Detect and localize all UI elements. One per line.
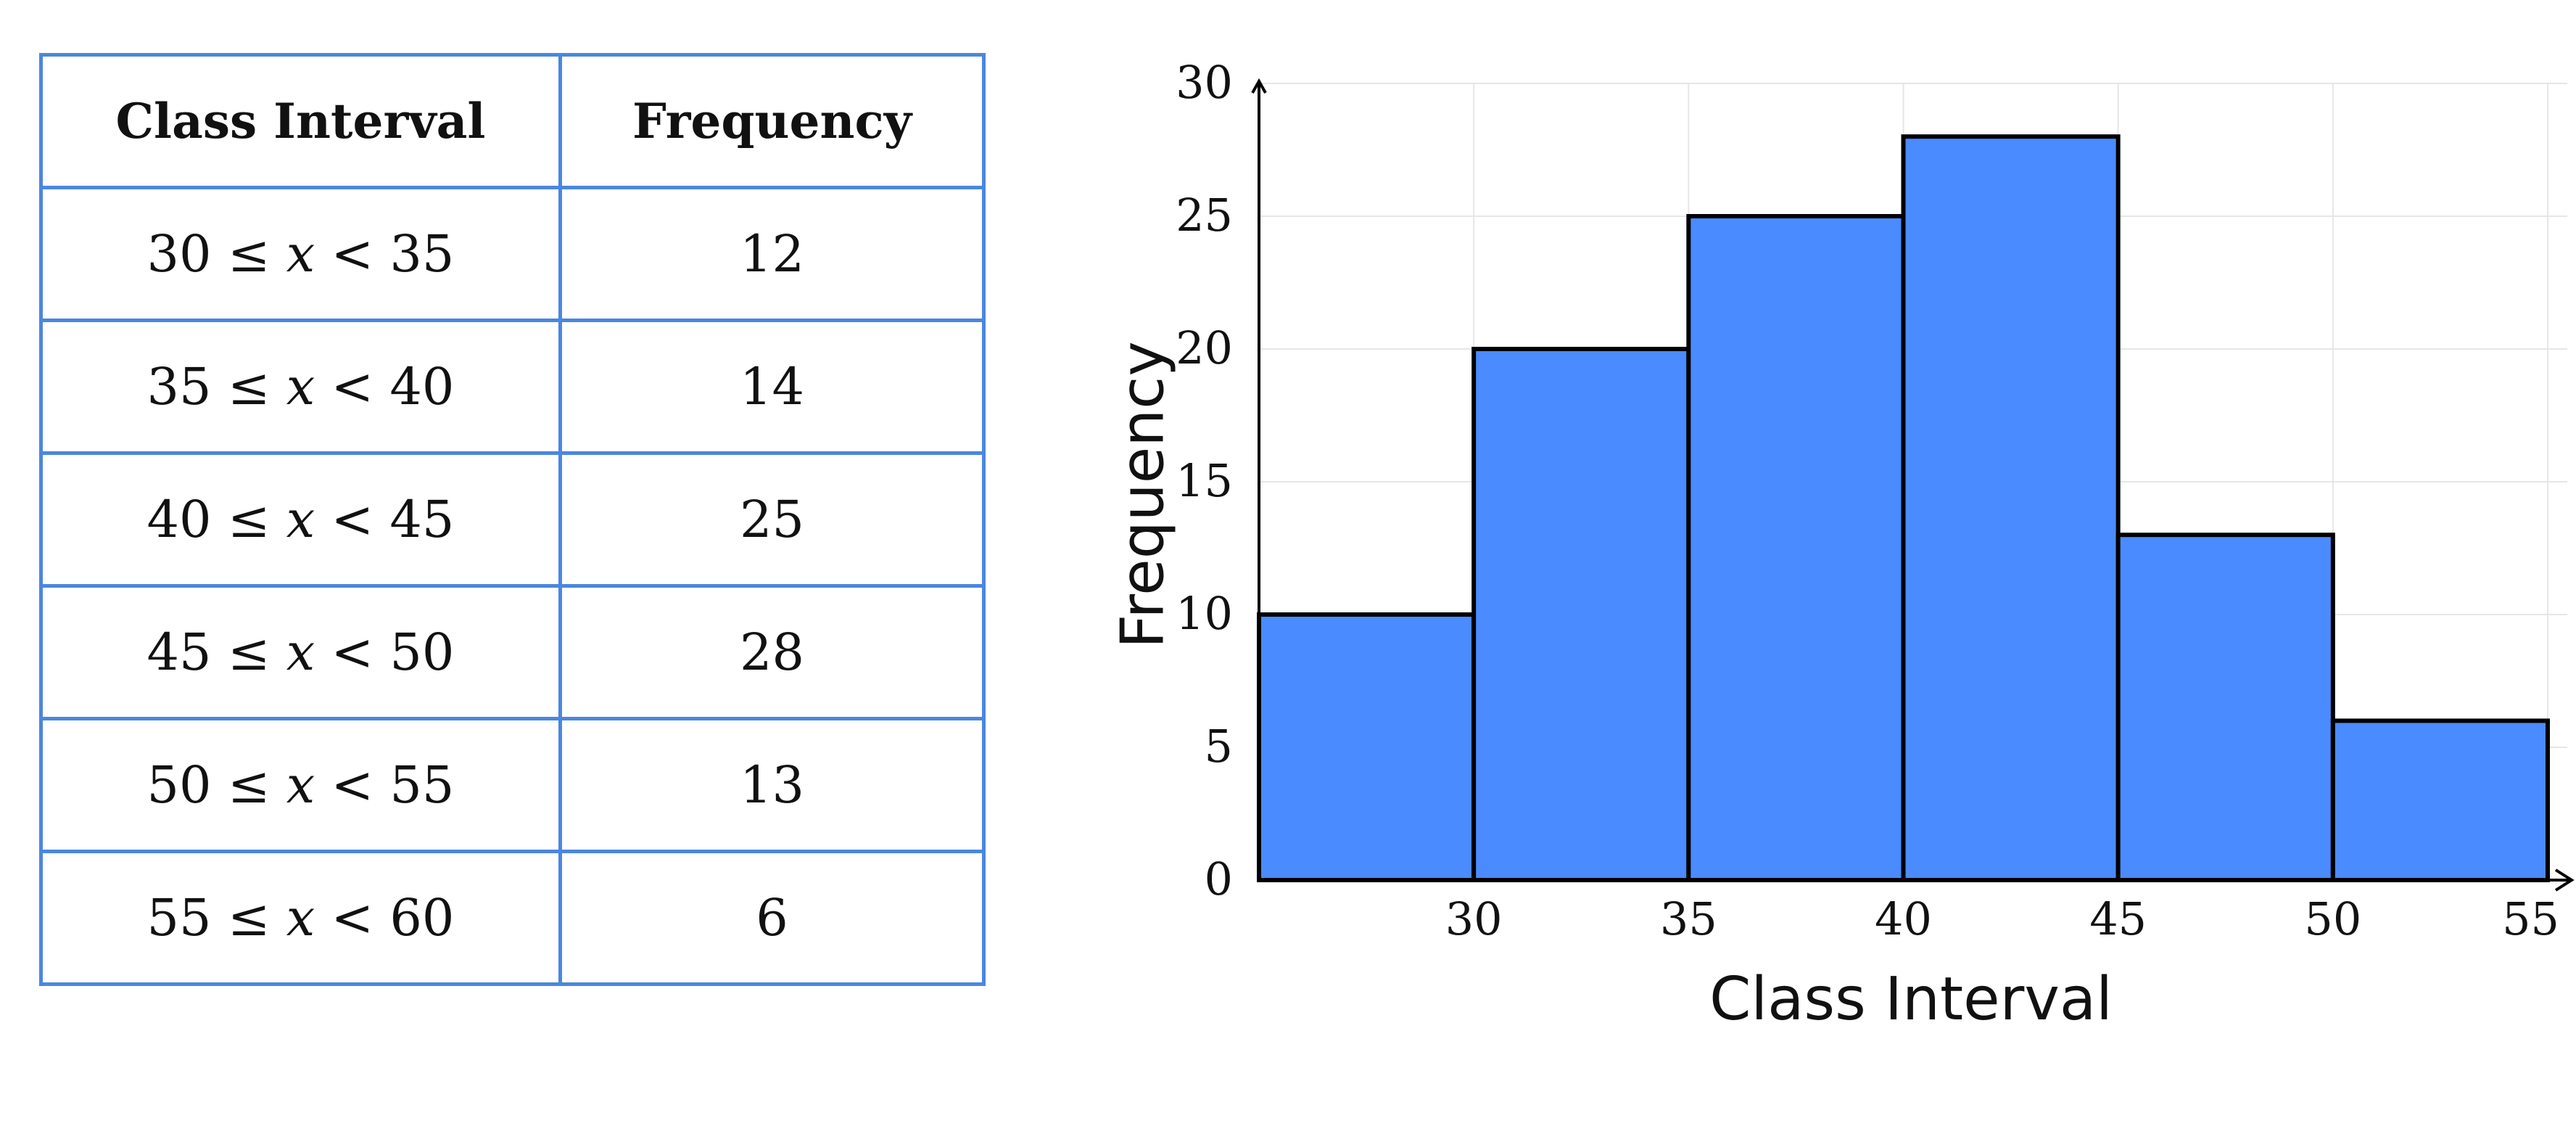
table-header-row: Class Interval Frequency bbox=[39, 53, 986, 189]
interval-upper: 35 bbox=[389, 224, 455, 284]
interval-variable: x bbox=[286, 755, 315, 815]
interval-lower: 45 bbox=[146, 623, 212, 682]
frequency-cell: 12 bbox=[558, 186, 986, 322]
less-than-symbol: < bbox=[315, 490, 390, 549]
axes bbox=[1251, 78, 2575, 892]
x-axis-title: Class Interval bbox=[1709, 965, 2113, 1034]
frequency-cell: 14 bbox=[558, 319, 986, 455]
table-row: 55 ≤ x < 60 6 bbox=[39, 850, 986, 986]
interval-lower: 40 bbox=[146, 490, 212, 549]
x-tick-label: 50 bbox=[2304, 892, 2361, 945]
interval-upper: 55 bbox=[389, 755, 455, 815]
table-row: 50 ≤ x < 55 13 bbox=[39, 717, 986, 853]
histogram-bar bbox=[1257, 612, 1477, 882]
interval-variable: x bbox=[286, 623, 315, 682]
histogram-bar bbox=[2115, 533, 2335, 882]
tick-labels: 0 5 10 15 20 25 30 30 35 40 45 50 55 bbox=[1176, 56, 2559, 945]
less-equal-symbol: ≤ bbox=[211, 888, 286, 948]
x-tick-label: 55 bbox=[2502, 892, 2559, 945]
y-tick-label: 30 bbox=[1176, 56, 1233, 109]
table-row: 30 ≤ x < 35 12 bbox=[39, 186, 986, 322]
histogram-bar bbox=[1471, 347, 1691, 882]
class-interval-cell: 30 ≤ x < 35 bbox=[39, 186, 562, 322]
histogram-bar bbox=[1686, 214, 1906, 882]
less-than-symbol: < bbox=[315, 224, 390, 284]
class-interval-cell: 50 ≤ x < 55 bbox=[39, 717, 562, 853]
less-equal-symbol: ≤ bbox=[211, 623, 286, 682]
interval-variable: x bbox=[286, 357, 315, 416]
table-body: 30 ≤ x < 35 12 35 ≤ x < 40 14 40 ≤ x < 45 25 4… bbox=[39, 186, 986, 986]
interval-lower: 35 bbox=[146, 357, 212, 416]
histogram-bar bbox=[2330, 718, 2550, 883]
header-frequency: Frequency bbox=[558, 53, 986, 189]
less-than-symbol: < bbox=[315, 755, 390, 815]
interval-upper: 45 bbox=[389, 490, 455, 549]
less-equal-symbol: ≤ bbox=[211, 357, 286, 416]
class-interval-cell: 35 ≤ x < 40 bbox=[39, 319, 562, 455]
less-equal-symbol: ≤ bbox=[211, 224, 286, 284]
interval-variable: x bbox=[286, 888, 315, 948]
less-than-symbol: < bbox=[315, 357, 390, 416]
y-axis-arrow-icon bbox=[1251, 78, 1267, 94]
table-row: 40 ≤ x < 45 25 bbox=[39, 451, 986, 588]
interval-lower: 30 bbox=[146, 224, 212, 284]
y-tick-label: 0 bbox=[1205, 853, 1233, 905]
interval-variable: x bbox=[286, 224, 315, 284]
less-equal-symbol: ≤ bbox=[211, 755, 286, 815]
table-row: 45 ≤ x < 50 28 bbox=[39, 584, 986, 720]
table-row: 35 ≤ x < 40 14 bbox=[39, 319, 986, 455]
header-class-interval: Class Interval bbox=[39, 53, 562, 189]
x-tick-label: 40 bbox=[1875, 892, 1932, 945]
y-tick-label: 5 bbox=[1205, 720, 1233, 773]
less-than-symbol: < bbox=[315, 623, 390, 682]
frequency-table: Class Interval Frequency 30 ≤ x < 35 12 35… bbox=[39, 53, 986, 986]
interval-variable: x bbox=[286, 490, 315, 549]
class-interval-cell: 40 ≤ x < 45 bbox=[39, 451, 562, 588]
y-tick-label: 10 bbox=[1176, 587, 1233, 640]
interval-lower: 50 bbox=[146, 755, 212, 815]
y-tick-label: 25 bbox=[1176, 189, 1233, 242]
less-equal-symbol: ≤ bbox=[211, 490, 286, 549]
frequency-cell: 6 bbox=[558, 850, 986, 986]
histogram-bar bbox=[1901, 134, 2121, 883]
x-tick-label: 35 bbox=[1660, 892, 1717, 945]
interval-upper: 40 bbox=[389, 357, 455, 416]
bars bbox=[1257, 134, 2550, 883]
y-tick-label: 20 bbox=[1176, 321, 1233, 374]
frequency-cell: 28 bbox=[558, 584, 986, 720]
y-axis-title: Frequency bbox=[1109, 341, 1178, 649]
class-interval-cell: 45 ≤ x < 50 bbox=[39, 584, 562, 720]
class-interval-cell: 55 ≤ x < 60 bbox=[39, 850, 562, 986]
less-than-symbol: < bbox=[315, 888, 390, 948]
x-tick-label: 30 bbox=[1445, 892, 1503, 945]
x-tick-label: 45 bbox=[2089, 892, 2147, 945]
interval-upper: 50 bbox=[389, 623, 455, 682]
x-axis-arrow-icon bbox=[2554, 868, 2575, 892]
interval-lower: 55 bbox=[146, 888, 212, 948]
interval-upper: 60 bbox=[389, 888, 455, 948]
y-tick-label: 15 bbox=[1176, 454, 1233, 507]
frequency-cell: 13 bbox=[558, 717, 986, 853]
frequency-cell: 25 bbox=[558, 451, 986, 588]
